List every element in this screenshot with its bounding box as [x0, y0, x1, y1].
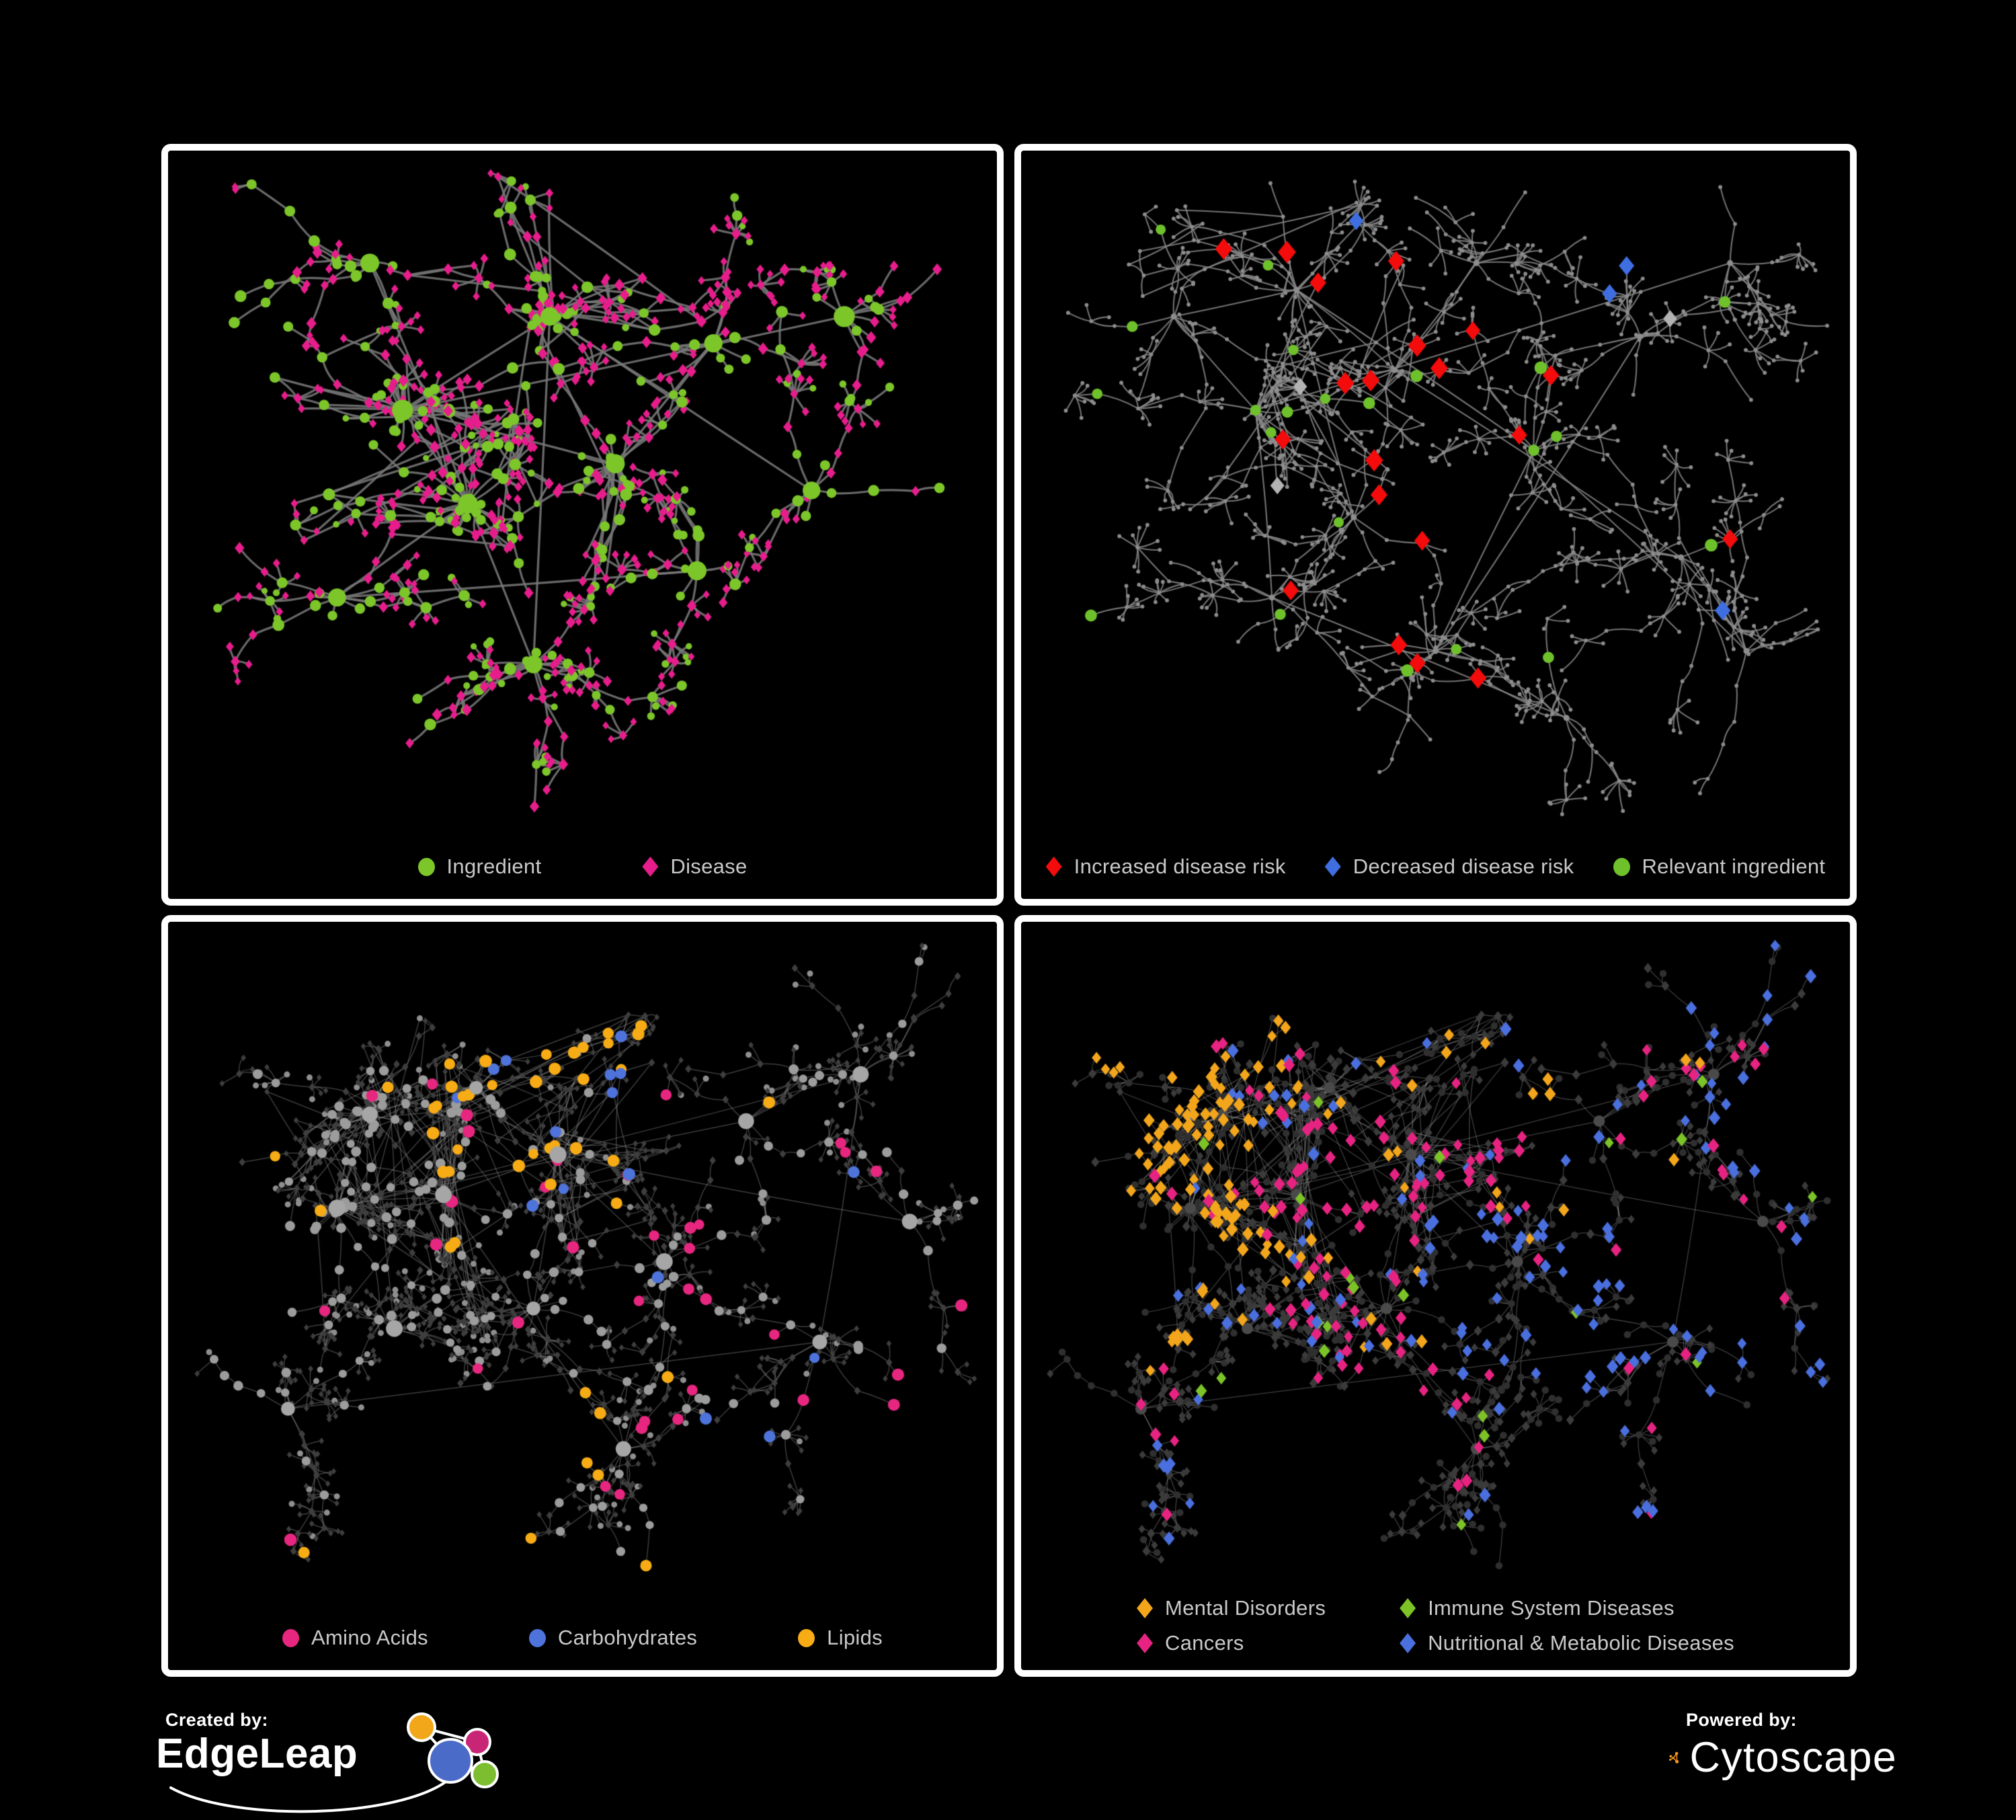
panel-ingredient-disease: Ingredient Disease [161, 144, 1004, 906]
panel-ingredient-classes: Amino Acids Carbohydrates Lipids [161, 915, 1004, 1677]
legend-label: Disease [670, 855, 748, 878]
panel-disease-risk: Increased disease risk Decreased disease… [1014, 144, 1857, 906]
disease-classes-graph [1026, 927, 1845, 1596]
carbohydrates-circle-icon [528, 1628, 546, 1647]
nutritional-diseases-diamond-icon [1400, 1633, 1416, 1653]
mental-disorders-diamond-icon [1137, 1598, 1154, 1618]
decreased-risk-diamond-icon [1324, 857, 1341, 877]
legend-item-amino-acids: Amino Acids [282, 1626, 428, 1650]
legend-label: Ingredient [446, 855, 542, 878]
relevant-ingredient-circle-icon [1613, 857, 1630, 876]
cytoscape-wordmark: Cytoscape [1689, 1733, 1897, 1781]
legend-label: Cancers [1165, 1631, 1244, 1655]
panel-disease-classes: Mental Disorders Immune System Diseases … [1014, 915, 1857, 1677]
ingredient-classes-legend: Amino Acids Carbohydrates Lipids [168, 1626, 997, 1650]
legend-label: Amino Acids [311, 1626, 428, 1649]
legend-item-increased-risk: Increased disease risk [1045, 855, 1286, 879]
disease-risk-legend: Increased disease risk Decreased disease… [1021, 855, 1850, 879]
cytoscape-logo: Powered by: Cytoscape [1668, 1710, 1897, 1780]
legend-item-ingredient: Ingredient [417, 855, 542, 879]
edgeleap-logo: Created by: EdgeLeap [156, 1710, 532, 1817]
ingredient-classes-graph [173, 927, 992, 1596]
disease-classes-legend: Mental Disorders Immune System Diseases … [1137, 1596, 1734, 1655]
disease-diamond-icon [642, 857, 659, 877]
legend-label: Immune System Diseases [1428, 1596, 1675, 1620]
legend-label: Increased disease risk [1074, 855, 1286, 878]
legend-item-disease: Disease [642, 855, 747, 879]
increased-risk-diamond-icon [1045, 857, 1062, 877]
edgeleap-wordmark: EdgeLeap [156, 1731, 358, 1777]
legend-item-mental-disorders: Mental Disorders [1137, 1596, 1326, 1620]
edgeleap-network-icon [169, 1712, 499, 1813]
cytoscape-icon [1669, 1751, 1679, 1764]
legend-label: Relevant ingredient [1642, 855, 1826, 878]
legend-item-immune-system-diseases: Immune System Diseases [1400, 1596, 1675, 1620]
powered-by-label: Powered by: [1686, 1710, 1797, 1730]
legend-label: Lipids [827, 1626, 883, 1649]
cancers-diamond-icon [1137, 1633, 1154, 1653]
amino-acids-circle-icon [282, 1628, 300, 1647]
immune-diseases-diamond-icon [1400, 1598, 1416, 1618]
legend-item-decreased-risk: Decreased disease risk [1324, 855, 1574, 879]
legend-item-cancers: Cancers [1137, 1631, 1244, 1655]
ingredient-circle-icon [417, 857, 435, 876]
ingredient-disease-graph [173, 156, 992, 825]
legend-item-carbohydrates: Carbohydrates [528, 1626, 698, 1650]
legend-item-relevant-ingredient: Relevant ingredient [1613, 855, 1826, 879]
created-by-label: Created by: [165, 1710, 268, 1730]
legend-label: Mental Disorders [1165, 1596, 1326, 1620]
lipids-circle-icon [798, 1628, 815, 1647]
legend-label: Nutritional & Metabolic Diseases [1428, 1631, 1734, 1655]
ingredient-disease-legend: Ingredient Disease [168, 855, 997, 879]
disease-risk-graph [1026, 156, 1845, 825]
legend-item-nutritional-metabolic-diseases: Nutritional & Metabolic Diseases [1400, 1631, 1734, 1655]
panel-grid: Ingredient Disease Increased disease ris… [161, 144, 1857, 1677]
legend-label: Decreased disease risk [1353, 855, 1574, 878]
legend-label: Carbohydrates [557, 1626, 698, 1649]
legend-item-lipids: Lipids [798, 1626, 883, 1650]
